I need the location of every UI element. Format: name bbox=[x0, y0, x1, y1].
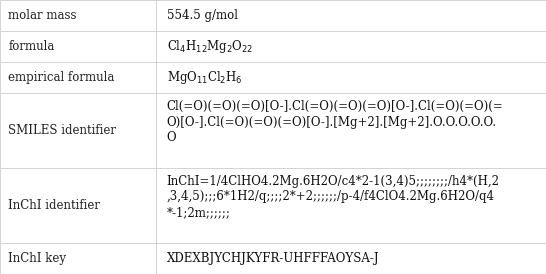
Bar bbox=[0, 243, 156, 274]
Bar bbox=[156, 31, 546, 62]
Text: molar mass: molar mass bbox=[8, 9, 76, 22]
Bar bbox=[156, 93, 546, 168]
Text: InChI=1/4ClHO4.2Mg.6H2O/c4*2-1(3,4)5;;;;;;;;/h4*(H,2
,3,4,5);;;6*1H2/q;;;;2*+2;;: InChI=1/4ClHO4.2Mg.6H2O/c4*2-1(3,4)5;;;;… bbox=[167, 175, 500, 219]
Bar bbox=[0, 93, 156, 168]
Bar bbox=[0, 168, 156, 243]
Bar bbox=[0, 62, 156, 93]
Text: Cl(=O)(=O)(=O)[O-].Cl(=O)(=O)(=O)[O-].Cl(=O)(=O)(=
O)[O-].Cl(=O)(=O)(=O)[O-].[Mg: Cl(=O)(=O)(=O)[O-].Cl(=O)(=O)(=O)[O-].Cl… bbox=[167, 100, 503, 144]
Text: SMILES identifier: SMILES identifier bbox=[8, 124, 116, 137]
Bar bbox=[0, 31, 156, 62]
Bar bbox=[156, 243, 546, 274]
Bar bbox=[156, 62, 546, 93]
Text: 554.5 g/mol: 554.5 g/mol bbox=[167, 9, 238, 22]
Text: formula: formula bbox=[8, 40, 55, 53]
Text: InChI key: InChI key bbox=[8, 252, 66, 265]
Text: XDEXBJYCHJKYFR-UHFFFAOYSA-J: XDEXBJYCHJKYFR-UHFFFAOYSA-J bbox=[167, 252, 379, 265]
Text: MgO$_{11}$Cl$_2$H$_6$: MgO$_{11}$Cl$_2$H$_6$ bbox=[167, 69, 242, 86]
Text: InChI identifier: InChI identifier bbox=[8, 199, 100, 212]
Bar bbox=[0, 0, 156, 31]
Bar bbox=[156, 168, 546, 243]
Text: empirical formula: empirical formula bbox=[8, 71, 115, 84]
Bar bbox=[156, 0, 546, 31]
Text: Cl$_4$H$_{12}$Mg$_2$O$_{22}$: Cl$_4$H$_{12}$Mg$_2$O$_{22}$ bbox=[167, 38, 253, 55]
